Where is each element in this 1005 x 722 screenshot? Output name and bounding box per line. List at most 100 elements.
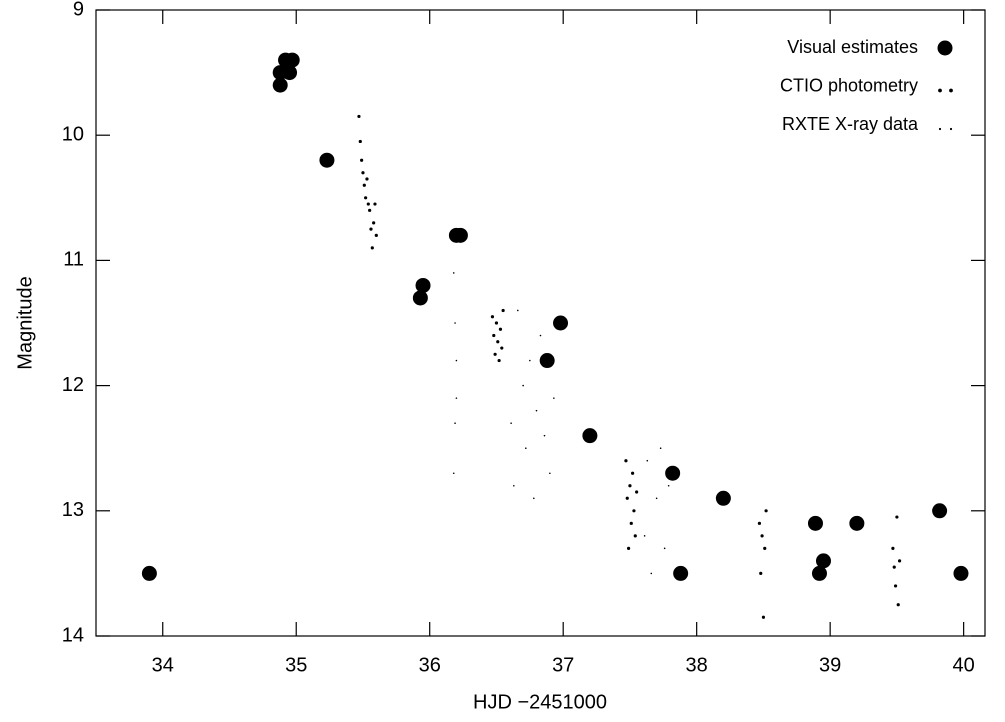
data-point [525, 447, 527, 450]
data-point [539, 334, 542, 337]
data-point [761, 615, 766, 619]
data-point [895, 515, 899, 519]
data-point [282, 65, 298, 81]
data-point [549, 472, 551, 475]
data-point [454, 422, 456, 424]
data-point [897, 559, 902, 563]
data-point [454, 322, 456, 324]
data-point [849, 515, 865, 531]
data-point [365, 177, 369, 181]
data-point [494, 321, 499, 325]
data-point [501, 308, 505, 313]
data-point [643, 535, 646, 537]
x-tick-label: 37 [552, 654, 574, 676]
x-tick-label: 39 [819, 654, 841, 676]
data-point [522, 384, 524, 387]
data-point [893, 584, 898, 588]
data-point [366, 202, 370, 206]
data-point [650, 572, 653, 575]
y-tick-label: 10 [62, 123, 84, 145]
data-point [553, 315, 569, 331]
data-point [764, 509, 768, 513]
data-point [646, 459, 649, 462]
legend-marker [938, 127, 942, 131]
data-point [452, 227, 468, 243]
data-point [452, 472, 455, 475]
data-point [891, 546, 895, 550]
y-tick-label: 14 [62, 624, 84, 646]
data-point [760, 534, 764, 538]
data-point [757, 521, 762, 525]
x-tick-label: 38 [686, 654, 708, 676]
data-point [490, 315, 495, 319]
y-tick-label: 9 [73, 0, 84, 20]
data-point [284, 52, 300, 68]
legend-marker [949, 88, 953, 93]
data-point [529, 359, 531, 362]
data-point [896, 603, 900, 607]
data-point [631, 471, 635, 475]
legend-marker [938, 88, 942, 93]
data-point [953, 565, 969, 581]
x-axis-label: HJD −2451000 [473, 691, 607, 713]
data-point [496, 340, 500, 344]
data-point [633, 534, 637, 538]
data-point [535, 409, 538, 412]
data-point [500, 346, 504, 350]
x-tick-label: 34 [152, 654, 174, 676]
legend-marker [937, 40, 953, 56]
data-point [629, 521, 633, 525]
data-point [632, 509, 636, 513]
data-point [715, 490, 731, 506]
data-point [626, 546, 631, 550]
data-point [628, 484, 632, 488]
data-point [543, 434, 546, 437]
y-tick-label: 12 [62, 374, 84, 396]
x-tick-label: 35 [285, 654, 307, 676]
y-tick-label: 11 [63, 249, 84, 271]
data-point [513, 484, 515, 487]
data-point [455, 397, 458, 399]
data-point [663, 547, 666, 550]
data-point [357, 114, 361, 119]
legend-marker [949, 127, 953, 131]
data-point [517, 309, 519, 312]
data-point [510, 422, 512, 424]
data-point [892, 565, 896, 569]
data-point [673, 565, 689, 581]
data-point [655, 497, 658, 500]
data-point [667, 484, 670, 487]
data-point [659, 447, 662, 450]
data-point [415, 277, 431, 293]
legend-label: CTIO photometry [780, 75, 918, 95]
data-point [372, 221, 376, 225]
data-point [582, 428, 598, 444]
data-point [624, 459, 628, 463]
data-point [374, 233, 378, 237]
data-point [539, 353, 555, 369]
data-point [319, 152, 335, 168]
data-point [369, 227, 373, 231]
data-point [364, 196, 368, 200]
data-point [665, 465, 681, 481]
y-tick-label: 13 [62, 499, 84, 521]
x-tick-label: 36 [419, 654, 441, 676]
y-axis-label: Magnitude [14, 276, 36, 369]
data-point [455, 359, 458, 362]
data-point [370, 246, 374, 250]
data-point [811, 565, 827, 581]
data-point [498, 327, 503, 331]
data-point [272, 77, 288, 93]
data-point [360, 158, 364, 162]
data-point [141, 565, 157, 581]
data-point [553, 397, 555, 399]
data-point [412, 290, 428, 306]
data-point [625, 496, 629, 500]
data-point [373, 202, 377, 206]
legend-label: Visual estimates [787, 37, 918, 57]
data-point [759, 571, 763, 576]
data-point [635, 490, 639, 494]
data-point [763, 546, 767, 550]
data-point [361, 171, 365, 175]
